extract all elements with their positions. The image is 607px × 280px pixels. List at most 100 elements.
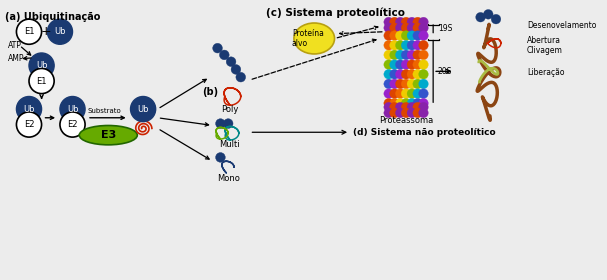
Circle shape [236,72,246,82]
Circle shape [60,97,85,122]
Circle shape [390,69,399,79]
Text: Proteassoma: Proteassoma [379,116,433,125]
Text: ATP: ATP [8,41,22,50]
Text: AMP: AMP [8,54,24,63]
Circle shape [384,79,393,89]
Circle shape [215,153,225,162]
Circle shape [407,89,417,99]
Circle shape [220,50,229,60]
Text: E1: E1 [36,76,47,85]
Circle shape [390,17,399,27]
Circle shape [413,31,422,40]
Text: Desenovelamento: Desenovelamento [527,21,596,31]
Circle shape [419,17,429,27]
Text: Abertura: Abertura [527,36,561,45]
Text: Proteína
alvo: Proteína alvo [292,29,324,48]
Text: Clivagem: Clivagem [527,46,563,55]
Text: 19S: 19S [438,24,452,33]
Text: (a) Ubiquitinação: (a) Ubiquitinação [5,12,100,22]
Circle shape [419,50,429,60]
Circle shape [413,102,422,112]
Circle shape [419,102,429,112]
Text: Mono: Mono [217,174,240,183]
Text: (c) Sistema proteolítico: (c) Sistema proteolítico [266,7,405,18]
Circle shape [390,108,399,118]
Circle shape [407,79,417,89]
Circle shape [395,69,405,79]
Circle shape [395,108,405,118]
Circle shape [395,23,405,33]
Circle shape [384,108,393,118]
Circle shape [384,50,393,60]
Circle shape [401,89,411,99]
Circle shape [407,69,417,79]
Circle shape [16,19,41,44]
Text: (d) Sistema não proteolítico: (d) Sistema não proteolítico [353,128,495,137]
Circle shape [419,79,429,89]
Circle shape [390,40,399,50]
Circle shape [390,79,399,89]
Circle shape [407,108,417,118]
Circle shape [476,12,486,22]
Circle shape [413,69,422,79]
Text: Ub: Ub [137,104,149,114]
Circle shape [384,69,393,79]
Circle shape [390,50,399,60]
Circle shape [390,89,399,99]
Circle shape [212,43,222,53]
Circle shape [401,23,411,33]
Text: E2: E2 [67,120,78,129]
Circle shape [131,97,155,122]
Circle shape [60,112,85,137]
Circle shape [419,31,429,40]
Circle shape [413,99,422,108]
Circle shape [231,65,241,74]
Circle shape [419,89,429,99]
Circle shape [384,99,393,108]
Text: Ub: Ub [36,61,47,70]
Circle shape [401,17,411,27]
Circle shape [413,50,422,60]
Text: 20S: 20S [438,67,452,76]
Circle shape [29,53,54,78]
Text: Ub: Ub [23,104,35,114]
Circle shape [16,97,41,122]
Circle shape [395,40,405,50]
Text: +: + [40,25,51,38]
Circle shape [413,108,422,118]
Circle shape [395,31,405,40]
Circle shape [401,108,411,118]
Circle shape [491,14,501,24]
Circle shape [407,50,417,60]
Circle shape [401,69,411,79]
Ellipse shape [294,23,334,54]
Circle shape [407,17,417,27]
Circle shape [413,23,422,33]
Circle shape [419,69,429,79]
Circle shape [29,68,54,94]
Circle shape [419,99,429,108]
Circle shape [419,40,429,50]
Circle shape [401,102,411,112]
Circle shape [395,99,405,108]
Text: Ub: Ub [67,104,78,114]
Text: Substrato: Substrato [87,108,121,114]
Text: Ub: Ub [54,27,66,36]
Text: Multi: Multi [219,140,239,149]
Circle shape [407,99,417,108]
Circle shape [401,79,411,89]
Text: E1: E1 [24,27,34,36]
Circle shape [390,23,399,33]
Circle shape [419,60,429,69]
Circle shape [407,40,417,50]
Text: (b): (b) [202,87,218,97]
Circle shape [401,60,411,69]
Circle shape [390,102,399,112]
Circle shape [47,19,72,44]
Circle shape [401,50,411,60]
Text: E2: E2 [24,120,34,129]
Circle shape [413,60,422,69]
Circle shape [384,23,393,33]
Circle shape [407,31,417,40]
Circle shape [384,17,393,27]
